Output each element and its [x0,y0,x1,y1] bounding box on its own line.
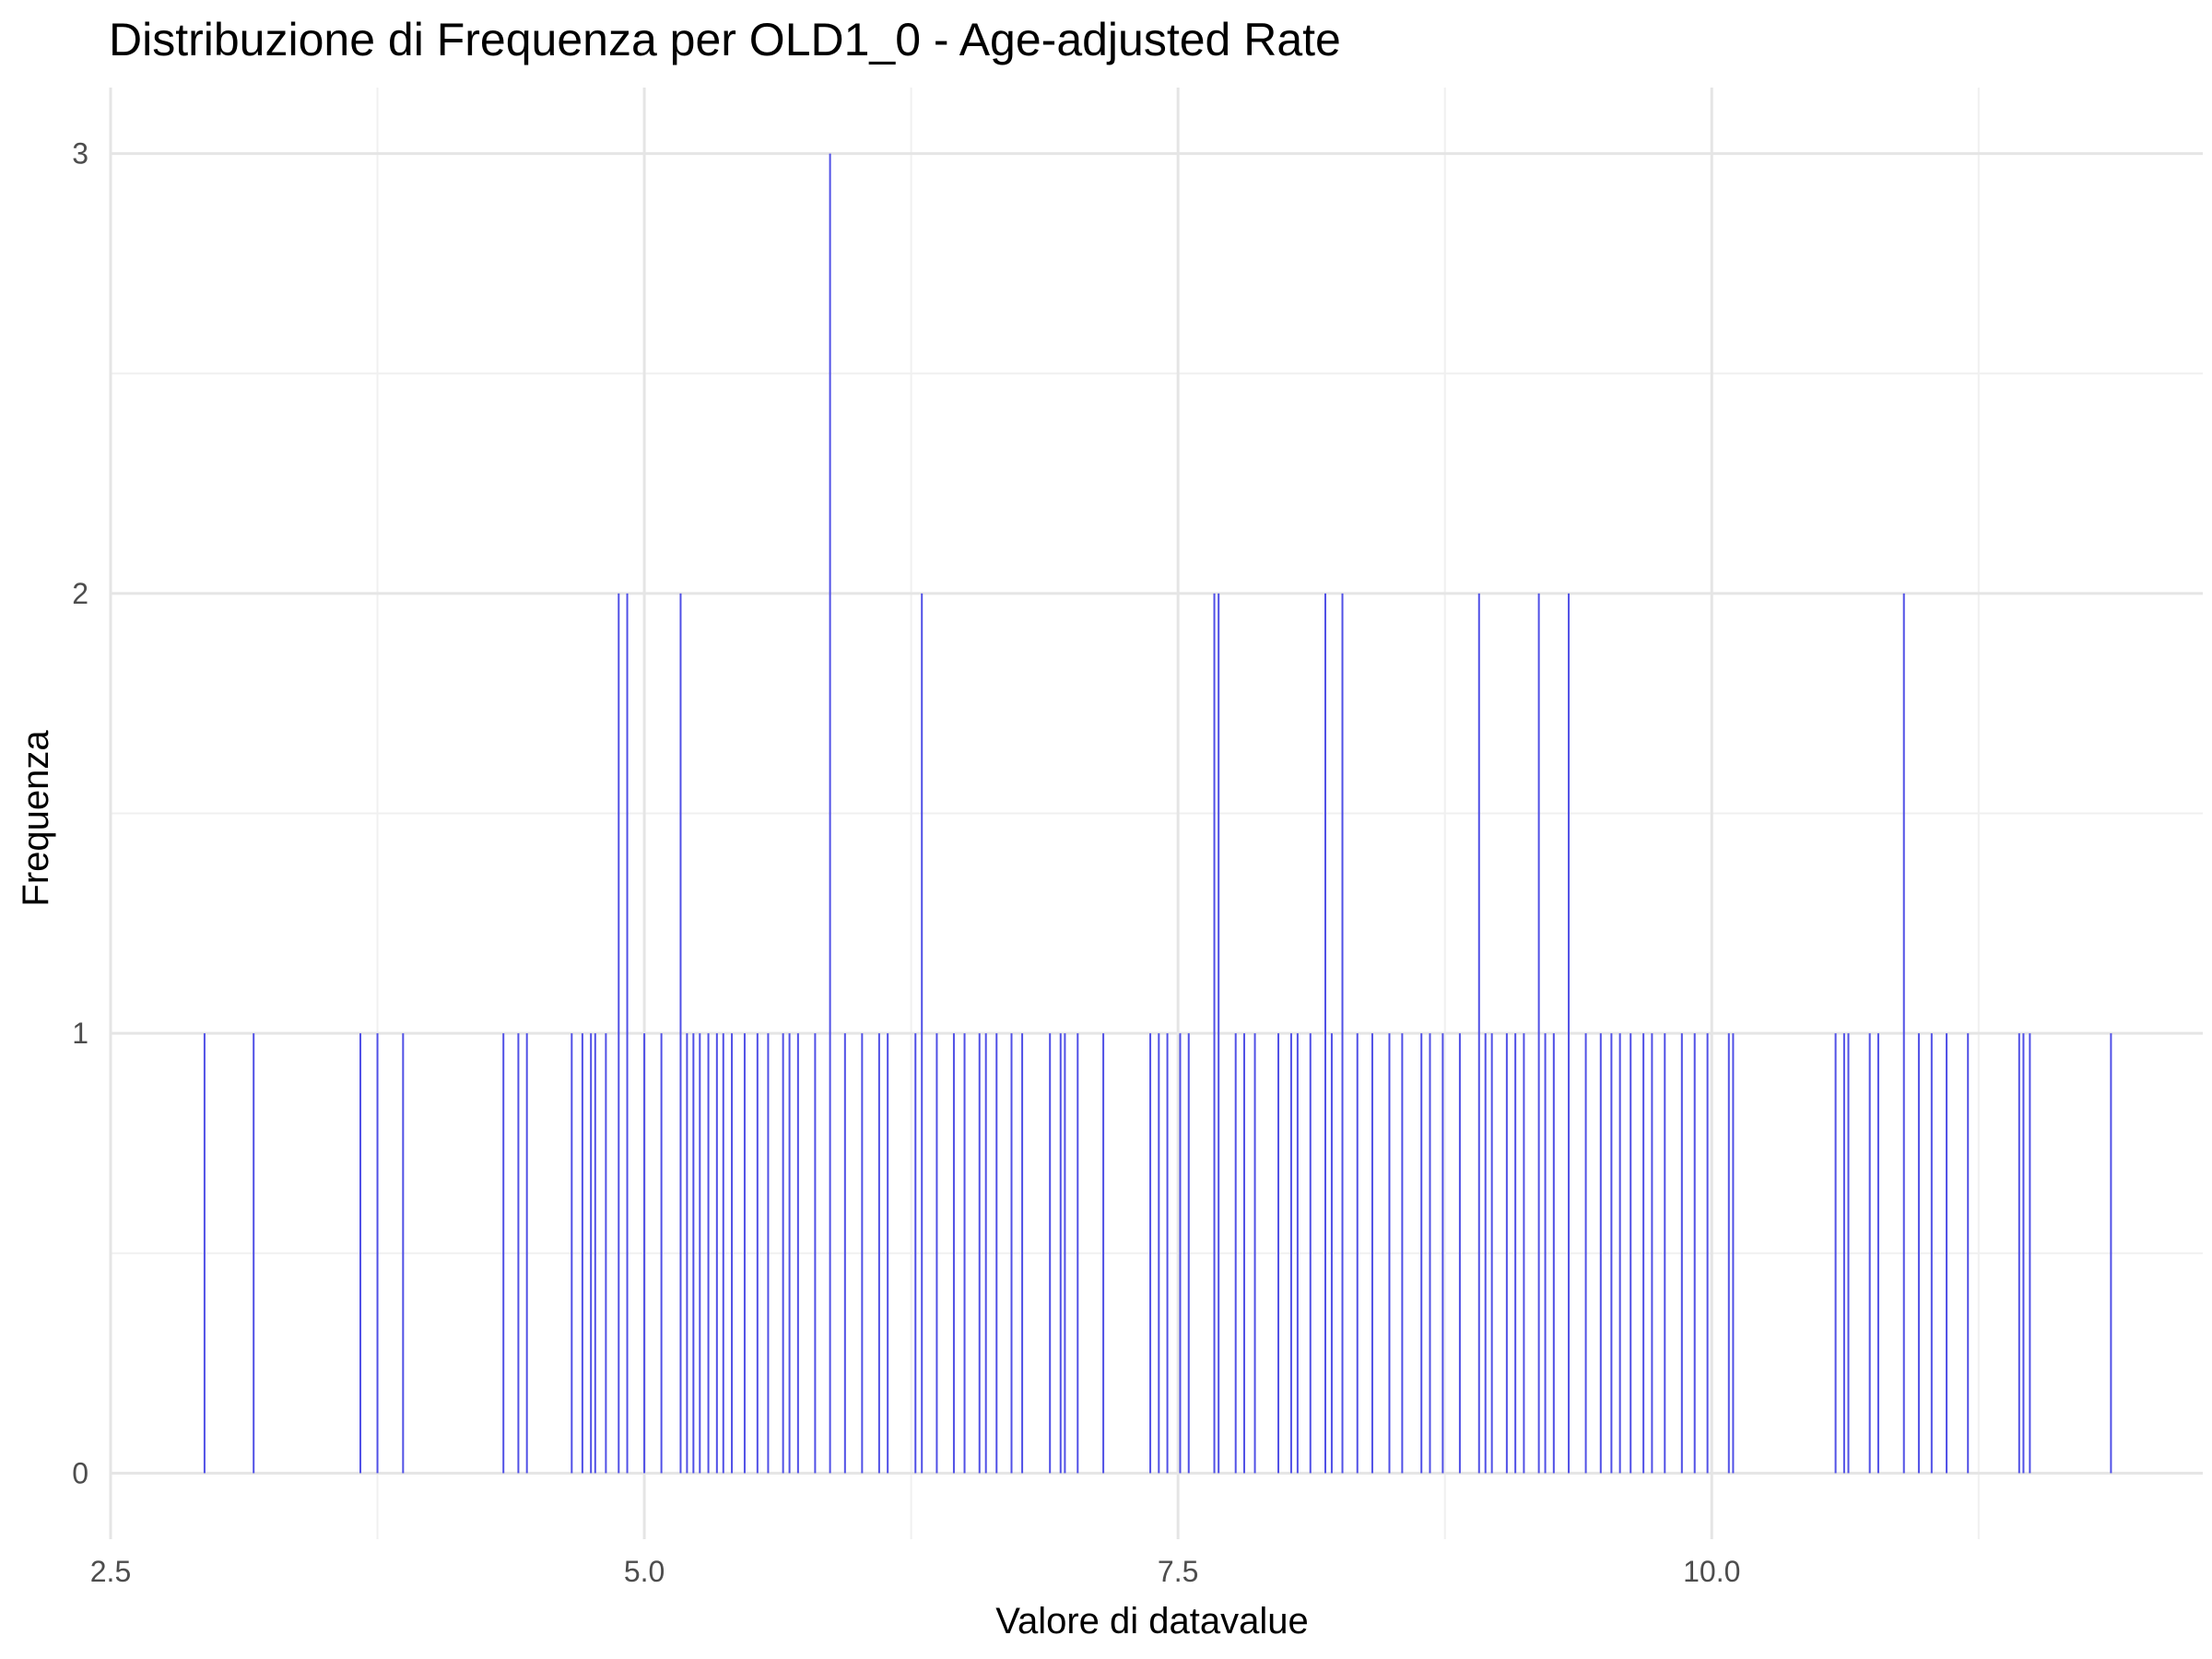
y-tick-label: 1 [72,1017,88,1050]
bars-group [203,153,2112,1474]
y-tick-labels: 0 1 2 3 [72,137,88,1490]
y-tick-label: 2 [72,577,88,610]
y-tick-label: 3 [72,137,88,171]
x-tick-label: 7.5 [1158,1555,1198,1588]
y-tick-label: 0 [72,1456,88,1489]
x-tick-label: 5.0 [624,1555,665,1588]
x-axis-label: Valore di datavalue [995,1601,1309,1641]
chart-title: Distribuzione di Frequenza per OLD1_0 - … [109,14,1341,65]
grid-lines [109,88,2203,1539]
x-tick-labels: 2.5 5.0 7.5 10.0 [90,1555,1741,1588]
y-axis-label: Frequenza [16,730,56,907]
x-tick-label: 10.0 [1683,1555,1740,1588]
x-tick-label: 2.5 [90,1555,131,1588]
